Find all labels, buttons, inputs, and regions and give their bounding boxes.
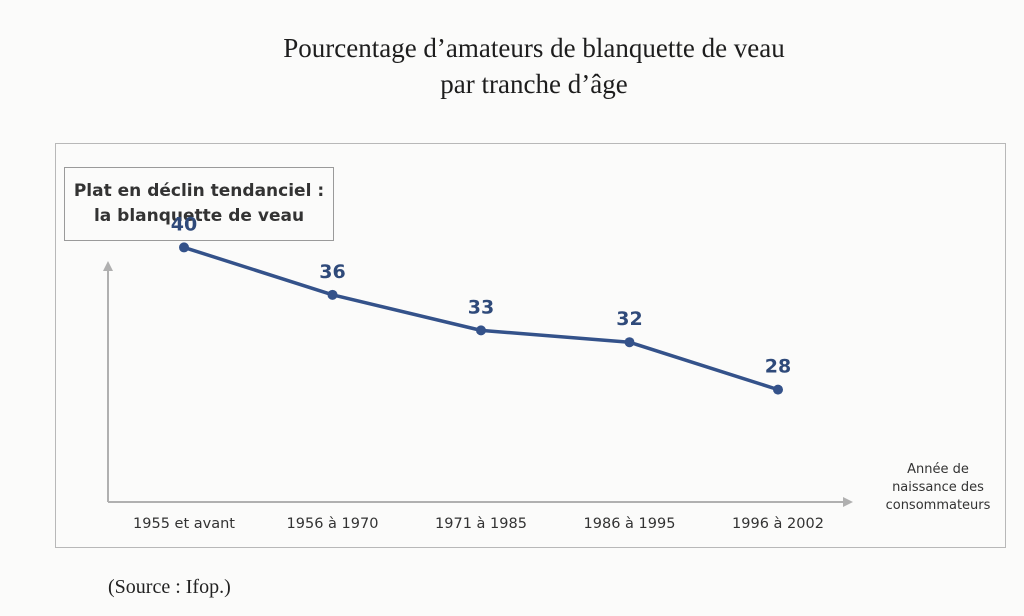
source-note: (Source : Ifop.) <box>108 576 231 598</box>
x-tick-label: 1956 à 1970 <box>287 516 379 532</box>
chart-frame <box>55 143 1006 548</box>
data-label: 33 <box>468 296 494 318</box>
chart-title-line-1: Pourcentage d’amateurs de blanquette de … <box>283 33 785 63</box>
x-axis-caption: Année de naissance des consommateurs <box>886 462 991 513</box>
x-axis-caption-line: Année de <box>907 462 969 477</box>
data-point <box>773 384 783 395</box>
x-axis-caption-line: consommateurs <box>886 498 991 513</box>
series-line <box>182 245 780 392</box>
data-label: 32 <box>616 308 642 330</box>
callout-box: Plat en déclin tendanciel : la blanquett… <box>64 167 334 241</box>
x-axis-caption-line: naissance des <box>892 480 984 495</box>
chart-title: Pourcentage d’amateurs de blanquette de … <box>0 30 1024 102</box>
callout-line-2: la blanquette de veau <box>93 206 305 226</box>
x-tick-label: 1955 et avant <box>133 516 235 532</box>
series-layer: 40 36 33 32 28 <box>171 213 791 395</box>
callout-line-1: Plat en déclin tendanciel : <box>73 181 325 201</box>
x-tick-label: 1971 à 1985 <box>435 516 527 532</box>
data-point <box>179 242 189 253</box>
data-point <box>624 337 635 348</box>
data-point <box>476 325 486 336</box>
data-label: 36 <box>319 261 345 283</box>
data-point <box>327 289 338 300</box>
data-label: 28 <box>765 356 791 378</box>
tick-labels: 1955 et avant 1956 à 1970 1971 à 1985 1986 … <box>133 516 824 532</box>
x-tick-label: 1986 à 1995 <box>584 516 676 532</box>
data-label: 40 <box>171 213 197 235</box>
chart-title-line-2: par tranche d’âge <box>440 69 628 99</box>
x-tick-label: 1996 à 2002 <box>732 516 824 532</box>
